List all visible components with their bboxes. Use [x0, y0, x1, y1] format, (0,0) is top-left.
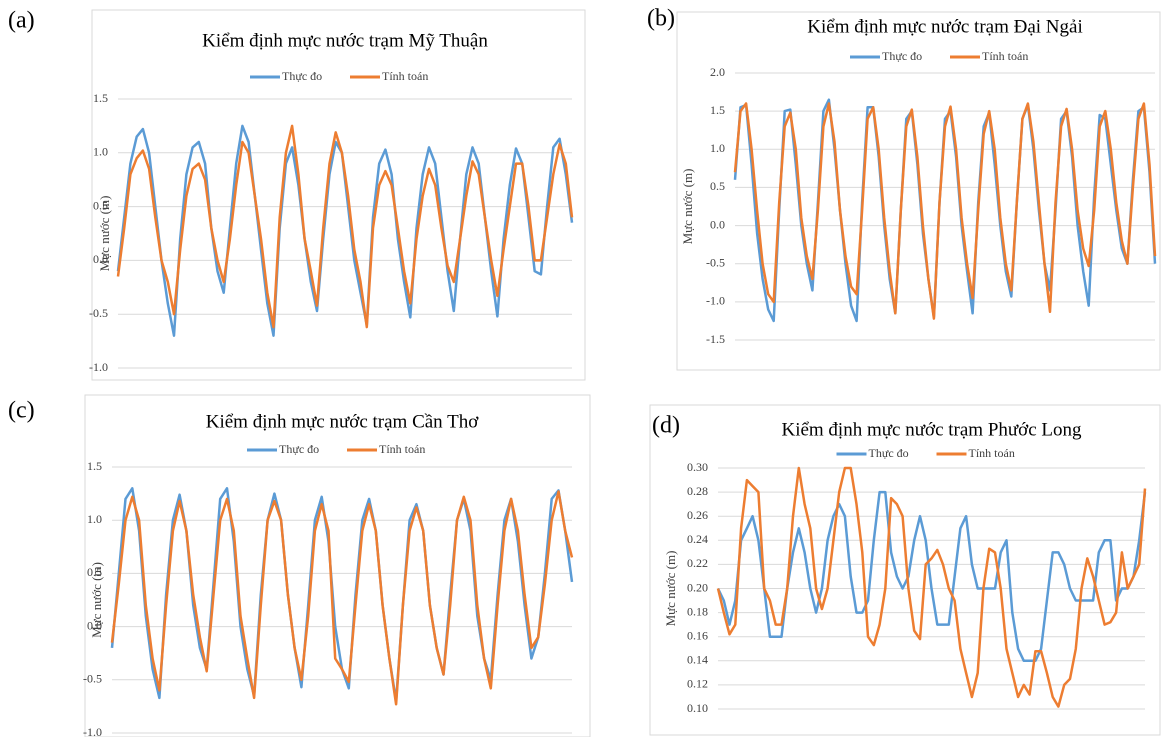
legend-label: Thực đo — [279, 442, 319, 456]
legend-label: Thực đo — [282, 69, 322, 83]
y-tick-label: 0.0 — [87, 618, 102, 632]
panel-label: (a) — [8, 8, 35, 34]
y-tick-label: -1.0 — [83, 725, 102, 737]
y-tick-label: 1.0 — [87, 512, 102, 526]
legend-label: Thực đo — [869, 446, 909, 460]
y-tick-label: 2.0 — [710, 65, 725, 79]
y-tick-label: 0.16 — [687, 628, 708, 642]
y-tick-label: 1.0 — [710, 141, 725, 155]
y-tick-label: 0.30 — [687, 460, 708, 474]
y-tick-label: 1.0 — [93, 145, 108, 159]
y-axis-label: Mực nước (m) — [680, 169, 695, 245]
y-tick-label: 0.22 — [687, 556, 708, 570]
y-tick-label: 0.5 — [710, 179, 725, 193]
legend-label: Tính toán — [982, 49, 1028, 63]
legend-label: Tính toán — [382, 69, 428, 83]
chart-frame — [649, 404, 1161, 736]
data-line — [733, 102, 1157, 320]
y-tick-label: 1.5 — [93, 91, 108, 105]
y-tick-label: 0.0 — [93, 252, 108, 266]
y-tick-label: 1.5 — [87, 459, 102, 473]
y-tick-label: -0.5 — [706, 255, 725, 269]
y-tick-label: 0.20 — [687, 580, 708, 594]
legend-label: Tính toán — [969, 446, 1015, 460]
y-tick-label: 0.26 — [687, 508, 708, 522]
chart-title: Kiểm định mực nước trạm Cần Thơ — [206, 411, 479, 432]
y-axis-label: Mực nước (m) — [663, 551, 678, 627]
y-tick-label: 0.10 — [687, 701, 708, 715]
data-line — [110, 490, 574, 706]
y-tick-label: 0.14 — [687, 653, 708, 667]
y-tick-label: -1.5 — [706, 332, 725, 346]
y-axis-label: Mực nước (m) — [97, 196, 112, 272]
chart-title: Kiểm định mực nước trạm Phước Long — [781, 419, 1082, 440]
y-tick-label: 0.24 — [687, 532, 708, 546]
y-tick-label: 0.0 — [710, 217, 725, 231]
chart-title: Kiểm định mực nước trạm Đại Ngải — [807, 16, 1082, 37]
y-tick-label: 0.12 — [687, 677, 708, 691]
panel-label: (c) — [8, 398, 35, 424]
panel-label: (b) — [647, 6, 675, 32]
data-line — [716, 466, 1147, 708]
y-tick-label: -0.5 — [89, 306, 108, 320]
y-tick-label: -0.5 — [83, 672, 102, 686]
y-tick-label: 0.28 — [687, 484, 708, 498]
y-tick-label: 0.5 — [93, 198, 108, 212]
y-tick-label: 1.5 — [710, 103, 725, 117]
data-line — [116, 124, 574, 329]
panel-label: (d) — [652, 413, 680, 439]
y-tick-label: 0.18 — [687, 604, 708, 618]
legend-label: Tính toán — [379, 442, 425, 456]
y-axis-label: Mực nước (m) — [89, 562, 104, 638]
y-tick-label: -1.0 — [706, 294, 725, 308]
legend-label: Thực đo — [882, 49, 922, 63]
chart-title: Kiểm định mực nước trạm Mỹ Thuận — [202, 30, 488, 51]
y-tick-label: -1.0 — [89, 360, 108, 374]
y-tick-label: 0.5 — [87, 565, 102, 579]
